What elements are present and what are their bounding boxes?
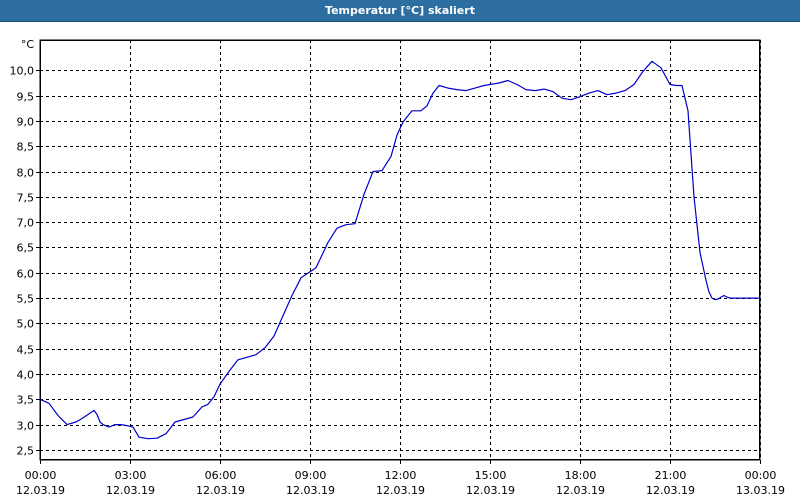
y-tick-label: 6,5 [17, 242, 35, 255]
y-tick-label: 9,5 [17, 91, 35, 104]
y-tick-label: 4,5 [17, 344, 35, 357]
x-tick-time-label: 06:00 [205, 469, 237, 482]
y-tick-label: 9,0 [17, 116, 35, 129]
y-tick-label: 8,0 [17, 167, 35, 180]
y-tick-label: 10,0 [10, 65, 35, 78]
x-tick-time-label: 00:00 [745, 469, 777, 482]
y-tick-label: 2,5 [17, 445, 35, 458]
window-title: Temperatur [°C] skaliert [0, 0, 800, 22]
y-tick-label: 5,5 [17, 293, 35, 306]
x-tick-date-label: 12.03.19 [646, 484, 695, 497]
x-tick-time-label: 00:00 [25, 469, 57, 482]
x-tick-time-label: 12:00 [385, 469, 417, 482]
y-tick-label: 3,0 [17, 420, 35, 433]
x-tick-date-label: 13.03.19 [736, 484, 785, 497]
y-tick-label: 7,0 [17, 217, 35, 230]
y-tick-label: 4,0 [17, 369, 35, 382]
x-tick-time-label: 21:00 [655, 469, 687, 482]
x-tick-date-label: 12.03.19 [16, 484, 65, 497]
x-tick-time-label: 03:00 [115, 469, 147, 482]
y-tick-label: 8,5 [17, 141, 35, 154]
y-tick-label: 5,0 [17, 318, 35, 331]
temperature-series-line [39, 60, 760, 440]
x-tick-date-label: 12.03.19 [106, 484, 155, 497]
x-tick-time-label: 18:00 [565, 469, 597, 482]
x-tick-date-label: 12.03.19 [196, 484, 245, 497]
y-tick-label: 3,5 [17, 394, 35, 407]
x-tick-date-label: 12.03.19 [466, 484, 515, 497]
x-tick-time-label: 15:00 [475, 469, 507, 482]
y-tick-label: 7,5 [17, 192, 35, 205]
y-tick-label: 6,0 [17, 268, 35, 281]
x-tick-date-label: 12.03.19 [556, 484, 605, 497]
y-unit-label: °C [21, 38, 35, 51]
x-tick-time-label: 09:00 [295, 469, 327, 482]
x-tick-date-label: 12.03.19 [376, 484, 425, 497]
x-tick-date-label: 12.03.19 [286, 484, 335, 497]
plot-border [40, 40, 760, 460]
